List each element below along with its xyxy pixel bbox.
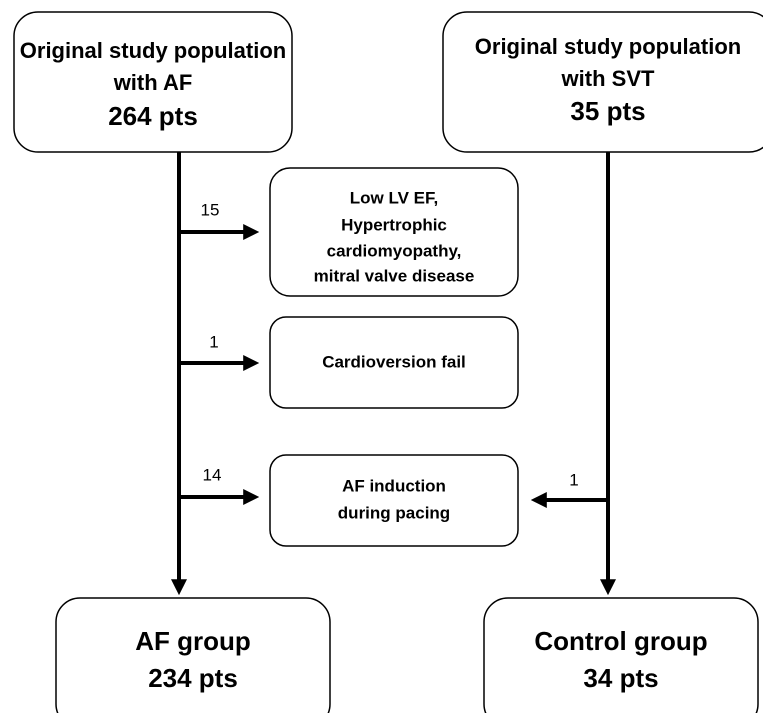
box	[442, 11, 763, 153]
node-text: Original study population	[20, 38, 286, 63]
node-text: AF group	[135, 626, 251, 656]
box	[269, 454, 519, 547]
node-text: Hypertrophic	[341, 215, 447, 234]
node-text: Original study population	[475, 34, 741, 59]
node-text: AF induction	[342, 476, 446, 495]
node-text: cardiomyopathy,	[327, 241, 462, 260]
box	[269, 167, 519, 297]
box	[13, 11, 293, 153]
node-text: 234 pts	[148, 663, 238, 693]
node-text: Low LV EF,	[350, 188, 438, 207]
node-text: mitral valve disease	[314, 266, 475, 285]
node-text: with AF	[113, 70, 193, 95]
node-text: during pacing	[338, 503, 450, 522]
node-text: 34 pts	[583, 663, 658, 693]
box	[55, 597, 331, 713]
node-text: Control group	[534, 626, 707, 656]
node-text: 264 pts	[108, 101, 198, 131]
edge-label: 14	[203, 465, 222, 484]
node-text: with SVT	[561, 66, 655, 91]
edge-label: 15	[201, 200, 220, 219]
node-text: Cardioversion fail	[322, 352, 466, 371]
box	[269, 316, 519, 409]
edge-label: 1	[569, 470, 578, 489]
node-text: 35 pts	[570, 96, 645, 126]
edge-label: 1	[209, 332, 218, 351]
box	[483, 597, 759, 713]
